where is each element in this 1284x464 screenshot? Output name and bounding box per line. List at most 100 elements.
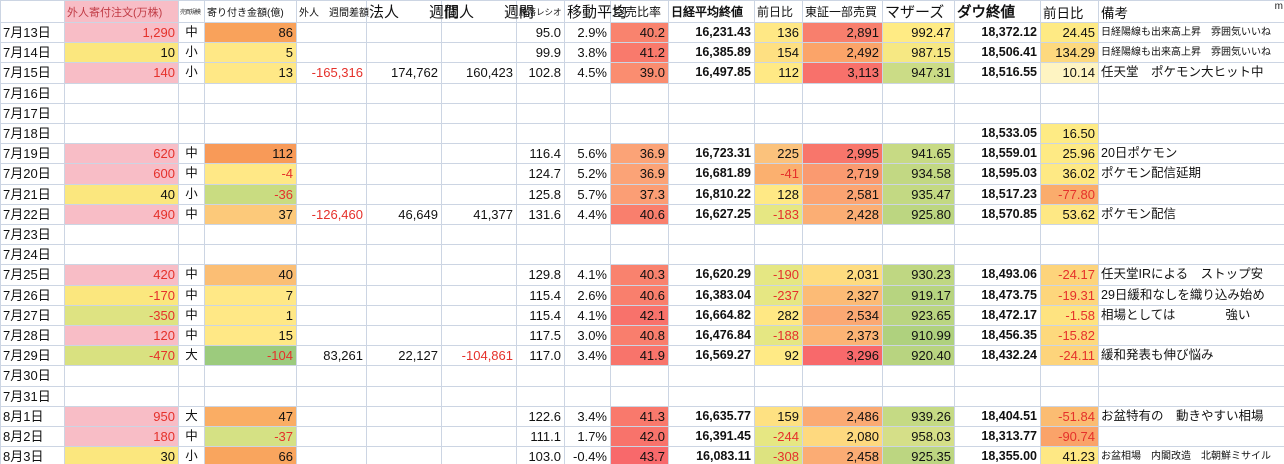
cell-foreign[interactable] (296, 21, 367, 44)
cell-order[interactable]: 40 (64, 183, 179, 205)
header-individual[interactable]: 個人 週間 (441, 0, 534, 23)
cell-tse[interactable] (802, 244, 883, 266)
cell-note[interactable]: ポケモン配信 (1098, 203, 1284, 226)
cell-toraku[interactable]: 103.0 (516, 446, 565, 464)
cell-date[interactable]: 7月30日 (0, 365, 65, 387)
cell-nikkei_chg[interactable]: -190 (754, 264, 803, 286)
cell-foreign[interactable] (296, 163, 367, 185)
cell-order[interactable]: -470 (64, 345, 179, 367)
cell-note[interactable]: 20日ポケモン (1098, 143, 1284, 165)
cell-note[interactable]: 緩和発表も伸び悩み (1098, 345, 1284, 367)
cell-toraku[interactable]: 117.5 (516, 325, 565, 347)
cell-mothers[interactable] (882, 365, 955, 387)
cell-foreign[interactable] (296, 385, 367, 407)
cell-nikkei[interactable] (668, 385, 755, 407)
cell-date[interactable]: 7月25日 (0, 264, 65, 286)
cell-individual[interactable]: -104,861 (441, 345, 517, 367)
cell-short_ratio[interactable]: 41.3 (610, 405, 669, 428)
cell-individual[interactable] (441, 42, 517, 64)
cell-nikkei_chg[interactable]: -237 (754, 284, 803, 306)
cell-mothers[interactable] (882, 244, 955, 266)
cell-ma[interactable]: 3.4% (564, 405, 611, 428)
cell-size[interactable] (178, 385, 205, 407)
cell-mothers[interactable]: 920.40 (882, 345, 955, 367)
header-tse[interactable]: 東証一部売買 (802, 0, 883, 23)
cell-nikkei_chg[interactable] (754, 385, 803, 407)
cell-date[interactable]: 7月22日 (0, 203, 65, 226)
cell-nikkei[interactable] (668, 123, 755, 145)
cell-size[interactable]: 中 (178, 264, 205, 286)
cell-mothers[interactable]: 947.31 (882, 62, 955, 84)
cell-corporate[interactable] (366, 102, 442, 125)
cell-individual[interactable]: 41,377 (441, 203, 517, 226)
cell-toraku[interactable] (516, 244, 565, 266)
cell-nikkei_chg[interactable]: 282 (754, 304, 803, 327)
cell-individual[interactable] (441, 224, 517, 246)
cell-note[interactable]: 相場としては 強い (1098, 304, 1284, 327)
cell-mothers[interactable]: 930.23 (882, 264, 955, 286)
cell-size[interactable]: 中 (178, 284, 205, 306)
cell-short_ratio[interactable] (610, 365, 669, 387)
cell-individual[interactable] (441, 365, 517, 387)
cell-ma[interactable]: 2.9% (564, 21, 611, 44)
cell-order[interactable]: 140 (64, 62, 179, 84)
cell-nikkei_chg[interactable] (754, 365, 803, 387)
cell-corporate[interactable] (366, 123, 442, 145)
cell-size[interactable]: 小 (178, 446, 205, 464)
cell-toraku[interactable]: 131.6 (516, 203, 565, 226)
cell-nikkei[interactable]: 16,476.84 (668, 325, 755, 347)
cell-amount[interactable] (204, 244, 297, 266)
cell-short_ratio[interactable]: 40.6 (610, 203, 669, 226)
cell-nikkei[interactable] (668, 365, 755, 387)
cell-individual[interactable] (441, 446, 517, 464)
cell-dow_chg[interactable] (1040, 224, 1099, 246)
cell-size[interactable] (178, 224, 205, 246)
cell-individual[interactable] (441, 325, 517, 347)
cell-order[interactable] (64, 123, 179, 145)
header-dow[interactable]: ダウ終値 (954, 0, 1041, 23)
cell-note[interactable]: 日経陽線も出来高上昇 雰囲気いいね (1098, 21, 1284, 44)
cell-individual[interactable]: 160,423 (441, 62, 517, 84)
cell-dow_chg[interactable]: -51.84 (1040, 405, 1099, 428)
cell-tse[interactable]: 2,492 (802, 42, 883, 64)
cell-toraku[interactable]: 115.4 (516, 284, 565, 306)
cell-individual[interactable] (441, 244, 517, 266)
cell-dow[interactable]: 18,372.12 (954, 21, 1041, 44)
cell-tse[interactable] (802, 365, 883, 387)
cell-corporate[interactable] (366, 284, 442, 306)
cell-amount[interactable]: 1 (204, 304, 297, 327)
cell-mothers[interactable] (882, 123, 955, 145)
cell-order[interactable]: 120 (64, 325, 179, 347)
header-note[interactable]: 備考 (1098, 0, 1284, 23)
cell-corporate[interactable] (366, 163, 442, 185)
cell-nikkei[interactable] (668, 102, 755, 125)
cell-order[interactable]: 490 (64, 203, 179, 226)
cell-size[interactable]: 小 (178, 183, 205, 205)
cell-note[interactable]: 任天堂IRによる ストップ安 (1098, 264, 1284, 286)
cell-ma[interactable]: 1.7% (564, 426, 611, 448)
cell-tse[interactable] (802, 224, 883, 246)
cell-order[interactable]: 600 (64, 163, 179, 185)
cell-nikkei[interactable] (668, 244, 755, 266)
header-nikkei[interactable]: 日経平均終値 (668, 0, 755, 23)
cell-dow[interactable]: 18,473.75 (954, 284, 1041, 306)
cell-nikkei_chg[interactable]: 159 (754, 405, 803, 428)
cell-date[interactable]: 7月13日 (0, 21, 65, 44)
cell-note[interactable] (1098, 244, 1284, 266)
cell-amount[interactable]: 7 (204, 284, 297, 306)
cell-foreign[interactable]: -126,460 (296, 203, 367, 226)
cell-ma[interactable] (564, 82, 611, 104)
cell-date[interactable]: 7月28日 (0, 325, 65, 347)
cell-note[interactable]: お盆相場 内閣改造 北朝鮮ミサイル (1098, 446, 1284, 464)
cell-mothers[interactable]: 923.65 (882, 304, 955, 327)
cell-short_ratio[interactable] (610, 123, 669, 145)
cell-size[interactable]: 中 (178, 426, 205, 448)
cell-tse[interactable]: 2,534 (802, 304, 883, 327)
cell-individual[interactable] (441, 143, 517, 165)
cell-note[interactable] (1098, 123, 1284, 145)
cell-dow_chg[interactable]: 36.02 (1040, 163, 1099, 185)
cell-mothers[interactable]: 935.47 (882, 183, 955, 205)
cell-tse[interactable]: 2,428 (802, 203, 883, 226)
cell-ma[interactable]: 5.6% (564, 143, 611, 165)
cell-size[interactable] (178, 365, 205, 387)
